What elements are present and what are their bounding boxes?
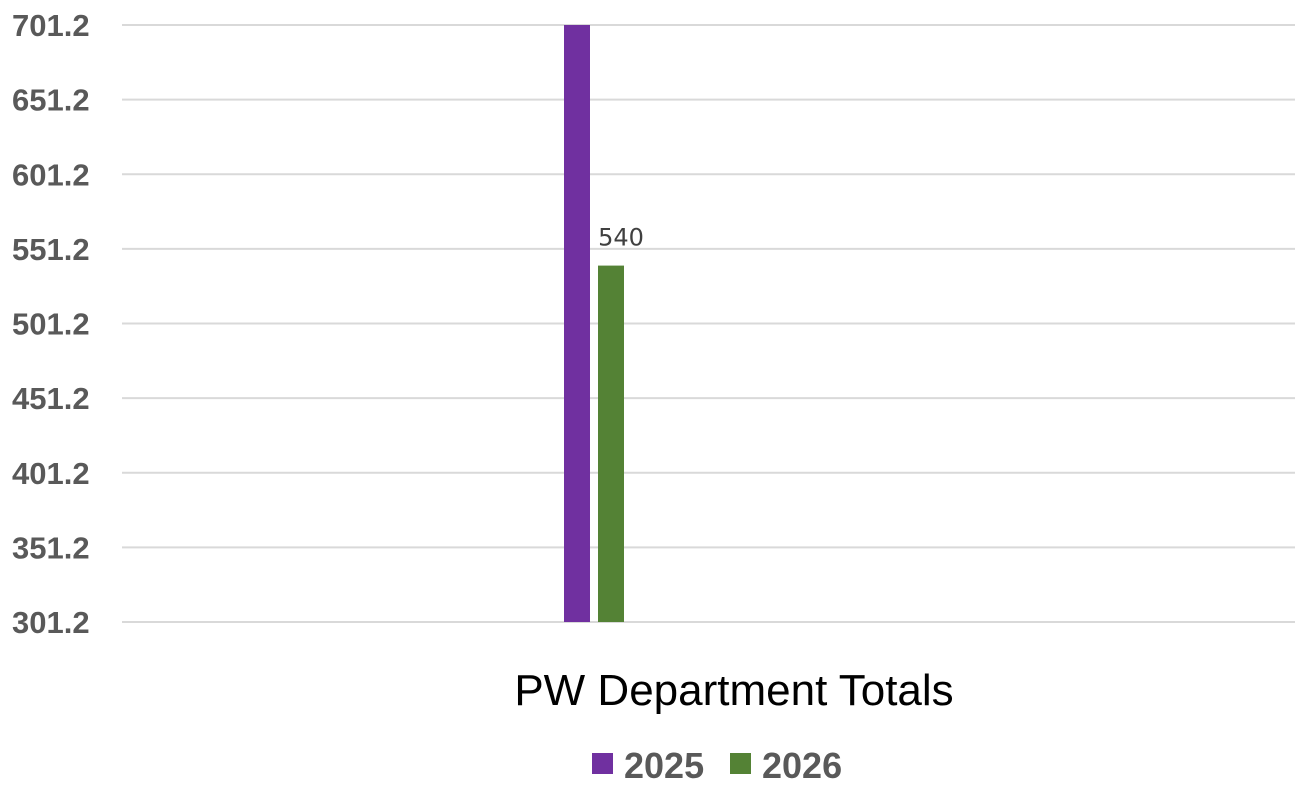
y-axis-tick-labels: 301.2 351.2 401.2 451.2 501.2 551.2 601.2 651.2… [12, 8, 90, 640]
x-axis-category-label: PW Department Totals [514, 666, 953, 715]
data-label-2026: 540 [598, 224, 644, 252]
legend-label-2025: 2025 [624, 745, 704, 786]
legend-swatch-2026 [730, 753, 751, 774]
legend-swatch-2025 [592, 753, 613, 774]
bar-2025 [564, 25, 590, 622]
bar-2026 [598, 265, 624, 622]
legend: 2025 2026 [592, 745, 842, 786]
bars [564, 25, 624, 622]
y-tick-label: 601.2 [12, 157, 90, 192]
y-tick-label: 451.2 [12, 381, 90, 416]
y-tick-label: 351.2 [12, 530, 90, 565]
y-tick-label: 701.2 [12, 8, 90, 43]
y-tick-label: 501.2 [12, 307, 90, 342]
y-tick-label: 551.2 [12, 232, 90, 267]
y-tick-label: 651.2 [12, 83, 90, 118]
y-tick-label: 301.2 [12, 605, 90, 640]
legend-label-2026: 2026 [762, 745, 842, 786]
y-tick-label: 401.2 [12, 456, 90, 491]
data-labels: 540 [598, 224, 644, 252]
gridlines [122, 24, 1295, 623]
